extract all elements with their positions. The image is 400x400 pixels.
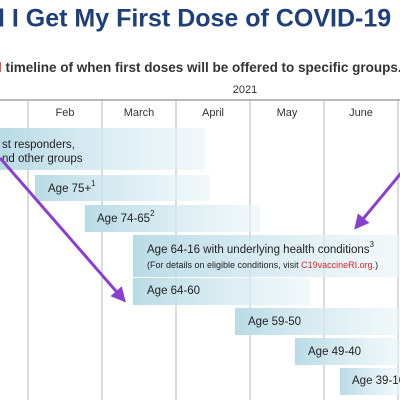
label: Age 74-65 bbox=[97, 213, 150, 225]
month: May bbox=[277, 107, 298, 119]
label: Age 64-16 with underlying health conditi… bbox=[147, 244, 370, 256]
group-note: (For details on eligible conditions, vis… bbox=[147, 260, 378, 270]
footnote: 3 bbox=[369, 240, 374, 249]
group-label: Age 59-50 bbox=[248, 316, 301, 328]
month: March bbox=[124, 107, 155, 119]
month: Feb bbox=[56, 107, 75, 119]
subtitle-lead: l bbox=[0, 60, 2, 75]
footnote: 1 bbox=[91, 179, 96, 188]
group-bar bbox=[85, 205, 260, 232]
link[interactable]: C19vaccineRI.org bbox=[301, 260, 373, 270]
group-label: Age 75+1 bbox=[48, 179, 96, 195]
note: (For details on eligible conditions, vis… bbox=[147, 260, 301, 270]
note: .) bbox=[373, 260, 379, 270]
group-label: Age 64-60 bbox=[147, 285, 200, 297]
month: April bbox=[202, 107, 224, 119]
group-bar bbox=[133, 235, 400, 277]
group-label: st responders, bbox=[2, 139, 75, 151]
group-bar bbox=[133, 278, 310, 305]
arrow bbox=[354, 172, 400, 230]
label: Age 75+ bbox=[48, 183, 91, 195]
group-label: Age 74-652 bbox=[97, 209, 155, 225]
subtitle-text: timeline of when first doses will be off… bbox=[2, 60, 400, 75]
group-bar bbox=[295, 338, 400, 365]
arrow bbox=[0, 157, 126, 303]
group-label: Age 49-40 bbox=[308, 346, 361, 358]
group-bar bbox=[0, 128, 205, 170]
group-label: Age 64-16 with underlying health conditi… bbox=[147, 240, 374, 256]
title: l I Get My First Dose of COVID-19 bbox=[0, 5, 391, 33]
year: 2021 bbox=[233, 84, 257, 96]
month: June bbox=[349, 107, 373, 119]
subtitle: l timeline of when first doses will be o… bbox=[0, 60, 400, 75]
group-bar bbox=[340, 368, 400, 395]
group-label: Age 39-16 bbox=[352, 375, 400, 387]
group-label: nd other groups bbox=[2, 153, 83, 165]
group-bar bbox=[35, 175, 210, 201]
footnote: 2 bbox=[150, 209, 155, 218]
group-bar bbox=[235, 308, 400, 335]
